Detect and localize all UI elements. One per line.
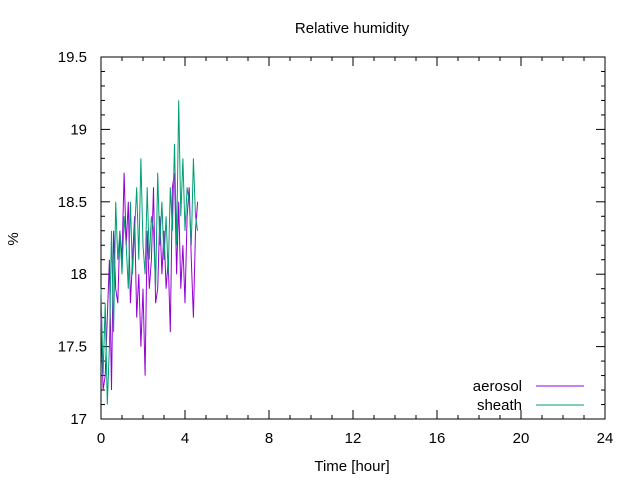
- y-tick-label: 18.5: [58, 194, 87, 211]
- legend: aerosol sheath: [473, 378, 584, 414]
- series-line-aerosol: [100, 172, 199, 391]
- x-axis-label: Time [hour]: [314, 458, 389, 475]
- y-tick-label: 17: [70, 411, 87, 428]
- x-tick-label: 16: [429, 430, 446, 447]
- chart-title: Relative humidity: [295, 20, 410, 37]
- y-tick-label: 19: [70, 121, 87, 138]
- tick-group: 17 17.5 18 18.5 19 19.5 0 4 8 12 16 20 24: [58, 49, 614, 447]
- x-tick-label: 24: [597, 430, 614, 447]
- series-line-sheath: [100, 100, 199, 405]
- x-tick-label: 0: [97, 430, 105, 447]
- series-group: [100, 100, 199, 405]
- x-tick-label: 12: [345, 430, 362, 447]
- x-tick-label: 4: [181, 430, 189, 447]
- legend-label-aerosol: aerosol: [473, 378, 522, 395]
- legend-label-sheath: sheath: [477, 397, 522, 414]
- x-tick-label: 20: [513, 430, 530, 447]
- y-tick-label: 17.5: [58, 339, 87, 356]
- y-tick-label: 19.5: [58, 49, 87, 66]
- x-tick-label: 8: [265, 430, 273, 447]
- y-tick-label: 18: [70, 266, 87, 283]
- y-axis-label: %: [5, 232, 22, 245]
